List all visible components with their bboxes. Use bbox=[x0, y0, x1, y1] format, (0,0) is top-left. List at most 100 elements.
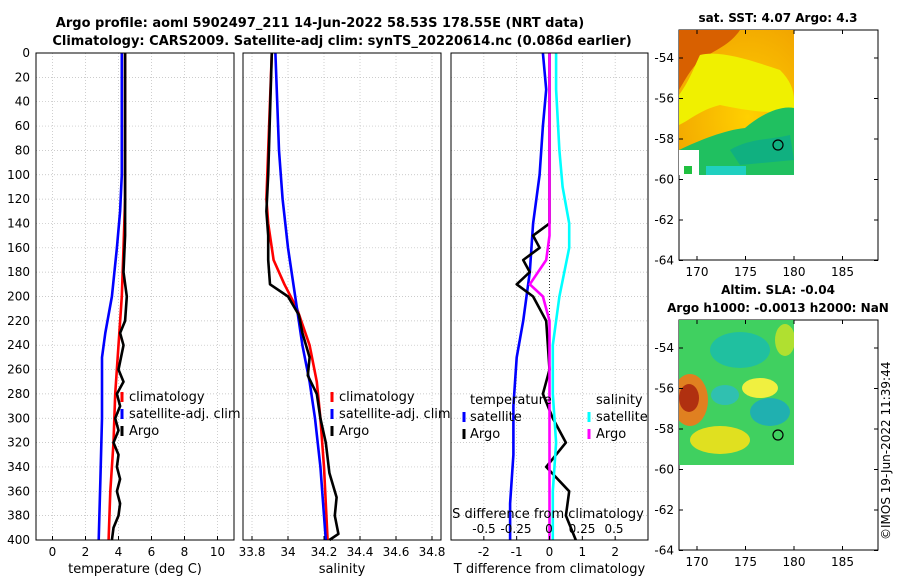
sla-xtick-label: 185 bbox=[831, 555, 854, 569]
sst-ytick-label: -56 bbox=[654, 92, 674, 106]
legend-t-label: Argo bbox=[470, 427, 500, 442]
sla-ytick-label: -54 bbox=[654, 341, 674, 355]
temperature-legend-label: climatology bbox=[129, 390, 205, 405]
ytick-label: 260 bbox=[7, 363, 30, 377]
temperature-xtick-label: 6 bbox=[148, 545, 156, 559]
legend-temperature-title: temperature bbox=[470, 393, 552, 408]
sla-ytick-label: -64 bbox=[654, 544, 674, 558]
sst-xtick-label: 185 bbox=[831, 265, 854, 279]
s-difference-tick: 0 bbox=[545, 522, 553, 536]
sla-map: Altim. SLA: -0.04 Argo h1000: -0.0013 h2… bbox=[654, 283, 888, 569]
ytick-label: 160 bbox=[7, 241, 30, 255]
ytick-label: 320 bbox=[7, 436, 30, 450]
salinity-series-argo bbox=[265, 52, 340, 542]
sst-ytick-label: -58 bbox=[654, 132, 674, 146]
ytick-label: 300 bbox=[7, 411, 30, 425]
sst-ytick-label: -54 bbox=[654, 51, 674, 65]
sla-argo-marker bbox=[772, 429, 784, 441]
sla-ytick-label: -62 bbox=[654, 503, 674, 517]
ytick-label: 400 bbox=[7, 533, 30, 547]
difference-series-s-satellite bbox=[551, 53, 571, 540]
ytick-label: 20 bbox=[15, 70, 30, 84]
sst-cold-patch-2 bbox=[730, 135, 794, 165]
sla-map-title-2: Argo h1000: -0.0013 h2000: NaN bbox=[667, 301, 889, 315]
title-line-1: Argo profile: aoml 5902497_211 14-Jun-20… bbox=[56, 16, 584, 31]
sla-ytick-label: -58 bbox=[654, 422, 674, 436]
temperature-frame bbox=[35, 52, 235, 541]
salinity-xtick-label: 34.8 bbox=[419, 545, 446, 559]
ytick-label: 60 bbox=[15, 119, 30, 133]
sla-blob-4 bbox=[742, 378, 778, 398]
ytick-label: 380 bbox=[7, 509, 30, 523]
sst-green-pixel bbox=[684, 166, 692, 174]
credit: ©IMOS 19-Jun-2022 11:39:44 bbox=[879, 362, 893, 540]
salinity-xtick-label: 34.2 bbox=[311, 545, 338, 559]
sla-xtick-label: 175 bbox=[734, 555, 757, 569]
s-difference-tick: -0.5 bbox=[472, 522, 495, 536]
ytick-label: 100 bbox=[7, 168, 30, 182]
s-difference-tick: 0.25 bbox=[569, 522, 596, 536]
ytick-label: 120 bbox=[7, 192, 30, 206]
temperature-xtick-label: 8 bbox=[181, 545, 189, 559]
sla-blob-6 bbox=[679, 384, 699, 412]
ytick-label: 140 bbox=[7, 216, 30, 230]
ytick-label: 0 bbox=[22, 46, 30, 60]
sla-blob-1 bbox=[710, 332, 770, 368]
sla-map-title-1: Altim. SLA: -0.04 bbox=[721, 283, 835, 297]
sla-blob-2 bbox=[750, 398, 790, 426]
salinity-series-satellite-adj-clim bbox=[274, 52, 328, 541]
sst-map-title: sat. SST: 4.07 Argo: 4.3 bbox=[698, 11, 857, 25]
difference-xtick-label: 2 bbox=[611, 545, 619, 559]
ytick-label: 80 bbox=[15, 143, 30, 157]
ytick-label: 220 bbox=[7, 314, 30, 328]
salinity-xtick-label: 34 bbox=[280, 545, 295, 559]
legend-s-label: satellite bbox=[596, 410, 648, 425]
s-difference-label: S difference from climatology bbox=[452, 507, 644, 522]
sla-ytick-label: -60 bbox=[654, 463, 674, 477]
sla-xtick-label: 170 bbox=[686, 555, 709, 569]
ytick-label: 180 bbox=[7, 265, 30, 279]
difference-series-s-argo bbox=[528, 53, 551, 540]
sla-xtick-label: 180 bbox=[783, 555, 806, 569]
temperature-series-argo bbox=[110, 53, 129, 541]
ytick-label: 280 bbox=[7, 387, 30, 401]
sst-xtick-label: 170 bbox=[686, 265, 709, 279]
difference-xtick-label: -1 bbox=[511, 545, 523, 559]
temperature-panel: 0 2 4 6 8 10 temperature (deg C) 0 20 40 60 80 100 12… bbox=[7, 46, 241, 577]
salinity-legend-label: climatology bbox=[339, 390, 415, 405]
difference-xtick-label: -2 bbox=[478, 545, 490, 559]
ytick-label: 40 bbox=[15, 95, 30, 109]
sst-ytick-label: -64 bbox=[654, 254, 674, 268]
temperature-xtick-label: 0 bbox=[49, 545, 57, 559]
s-difference-tick: 0.5 bbox=[604, 522, 623, 536]
difference-xtick-label: 1 bbox=[579, 545, 587, 559]
sst-xtick-label: 175 bbox=[734, 265, 757, 279]
sla-blob-8 bbox=[711, 385, 739, 405]
difference-xlabel: T difference from climatology bbox=[453, 562, 646, 577]
sst-xtick-label: 180 bbox=[783, 265, 806, 279]
sst-ytick-label: -62 bbox=[654, 213, 674, 227]
sst-ytick-label: -60 bbox=[654, 173, 674, 187]
sst-yellow-band bbox=[679, 53, 794, 125]
salinity-xtick-label: 33.8 bbox=[239, 545, 266, 559]
difference-xtick-label: 0 bbox=[546, 545, 554, 559]
salinity-xtick-label: 34.6 bbox=[383, 545, 410, 559]
temperature-xtick-label: 10 bbox=[210, 545, 225, 559]
sla-ytick-label: -56 bbox=[654, 382, 674, 396]
sst-argo-marker bbox=[772, 139, 784, 151]
sla-blob-7 bbox=[775, 324, 794, 356]
difference-panel: -2 -1 0 1 2 T difference from climatology temp… bbox=[450, 52, 649, 577]
temperature-xtick-label: 2 bbox=[82, 545, 90, 559]
ytick-label: 200 bbox=[7, 290, 30, 304]
salinity-legend-label: satellite-adj. clim bbox=[339, 407, 451, 422]
salinity-frame bbox=[242, 52, 442, 541]
legend-t-label: satellite bbox=[470, 410, 522, 425]
legend-salinity-title: salinity bbox=[596, 393, 643, 408]
temperature-series-satellite-adj-clim bbox=[97, 53, 124, 541]
difference-series-t-satellite bbox=[508, 52, 548, 540]
salinity-xtick-label: 34.4 bbox=[347, 545, 374, 559]
salinity-panel: 33.8 34 34.2 34.4 34.6 34.8 salinity climatolog… bbox=[239, 52, 451, 577]
temperature-legend-label: satellite-adj. clim bbox=[129, 407, 241, 422]
temperature-legend-label: Argo bbox=[129, 424, 159, 439]
